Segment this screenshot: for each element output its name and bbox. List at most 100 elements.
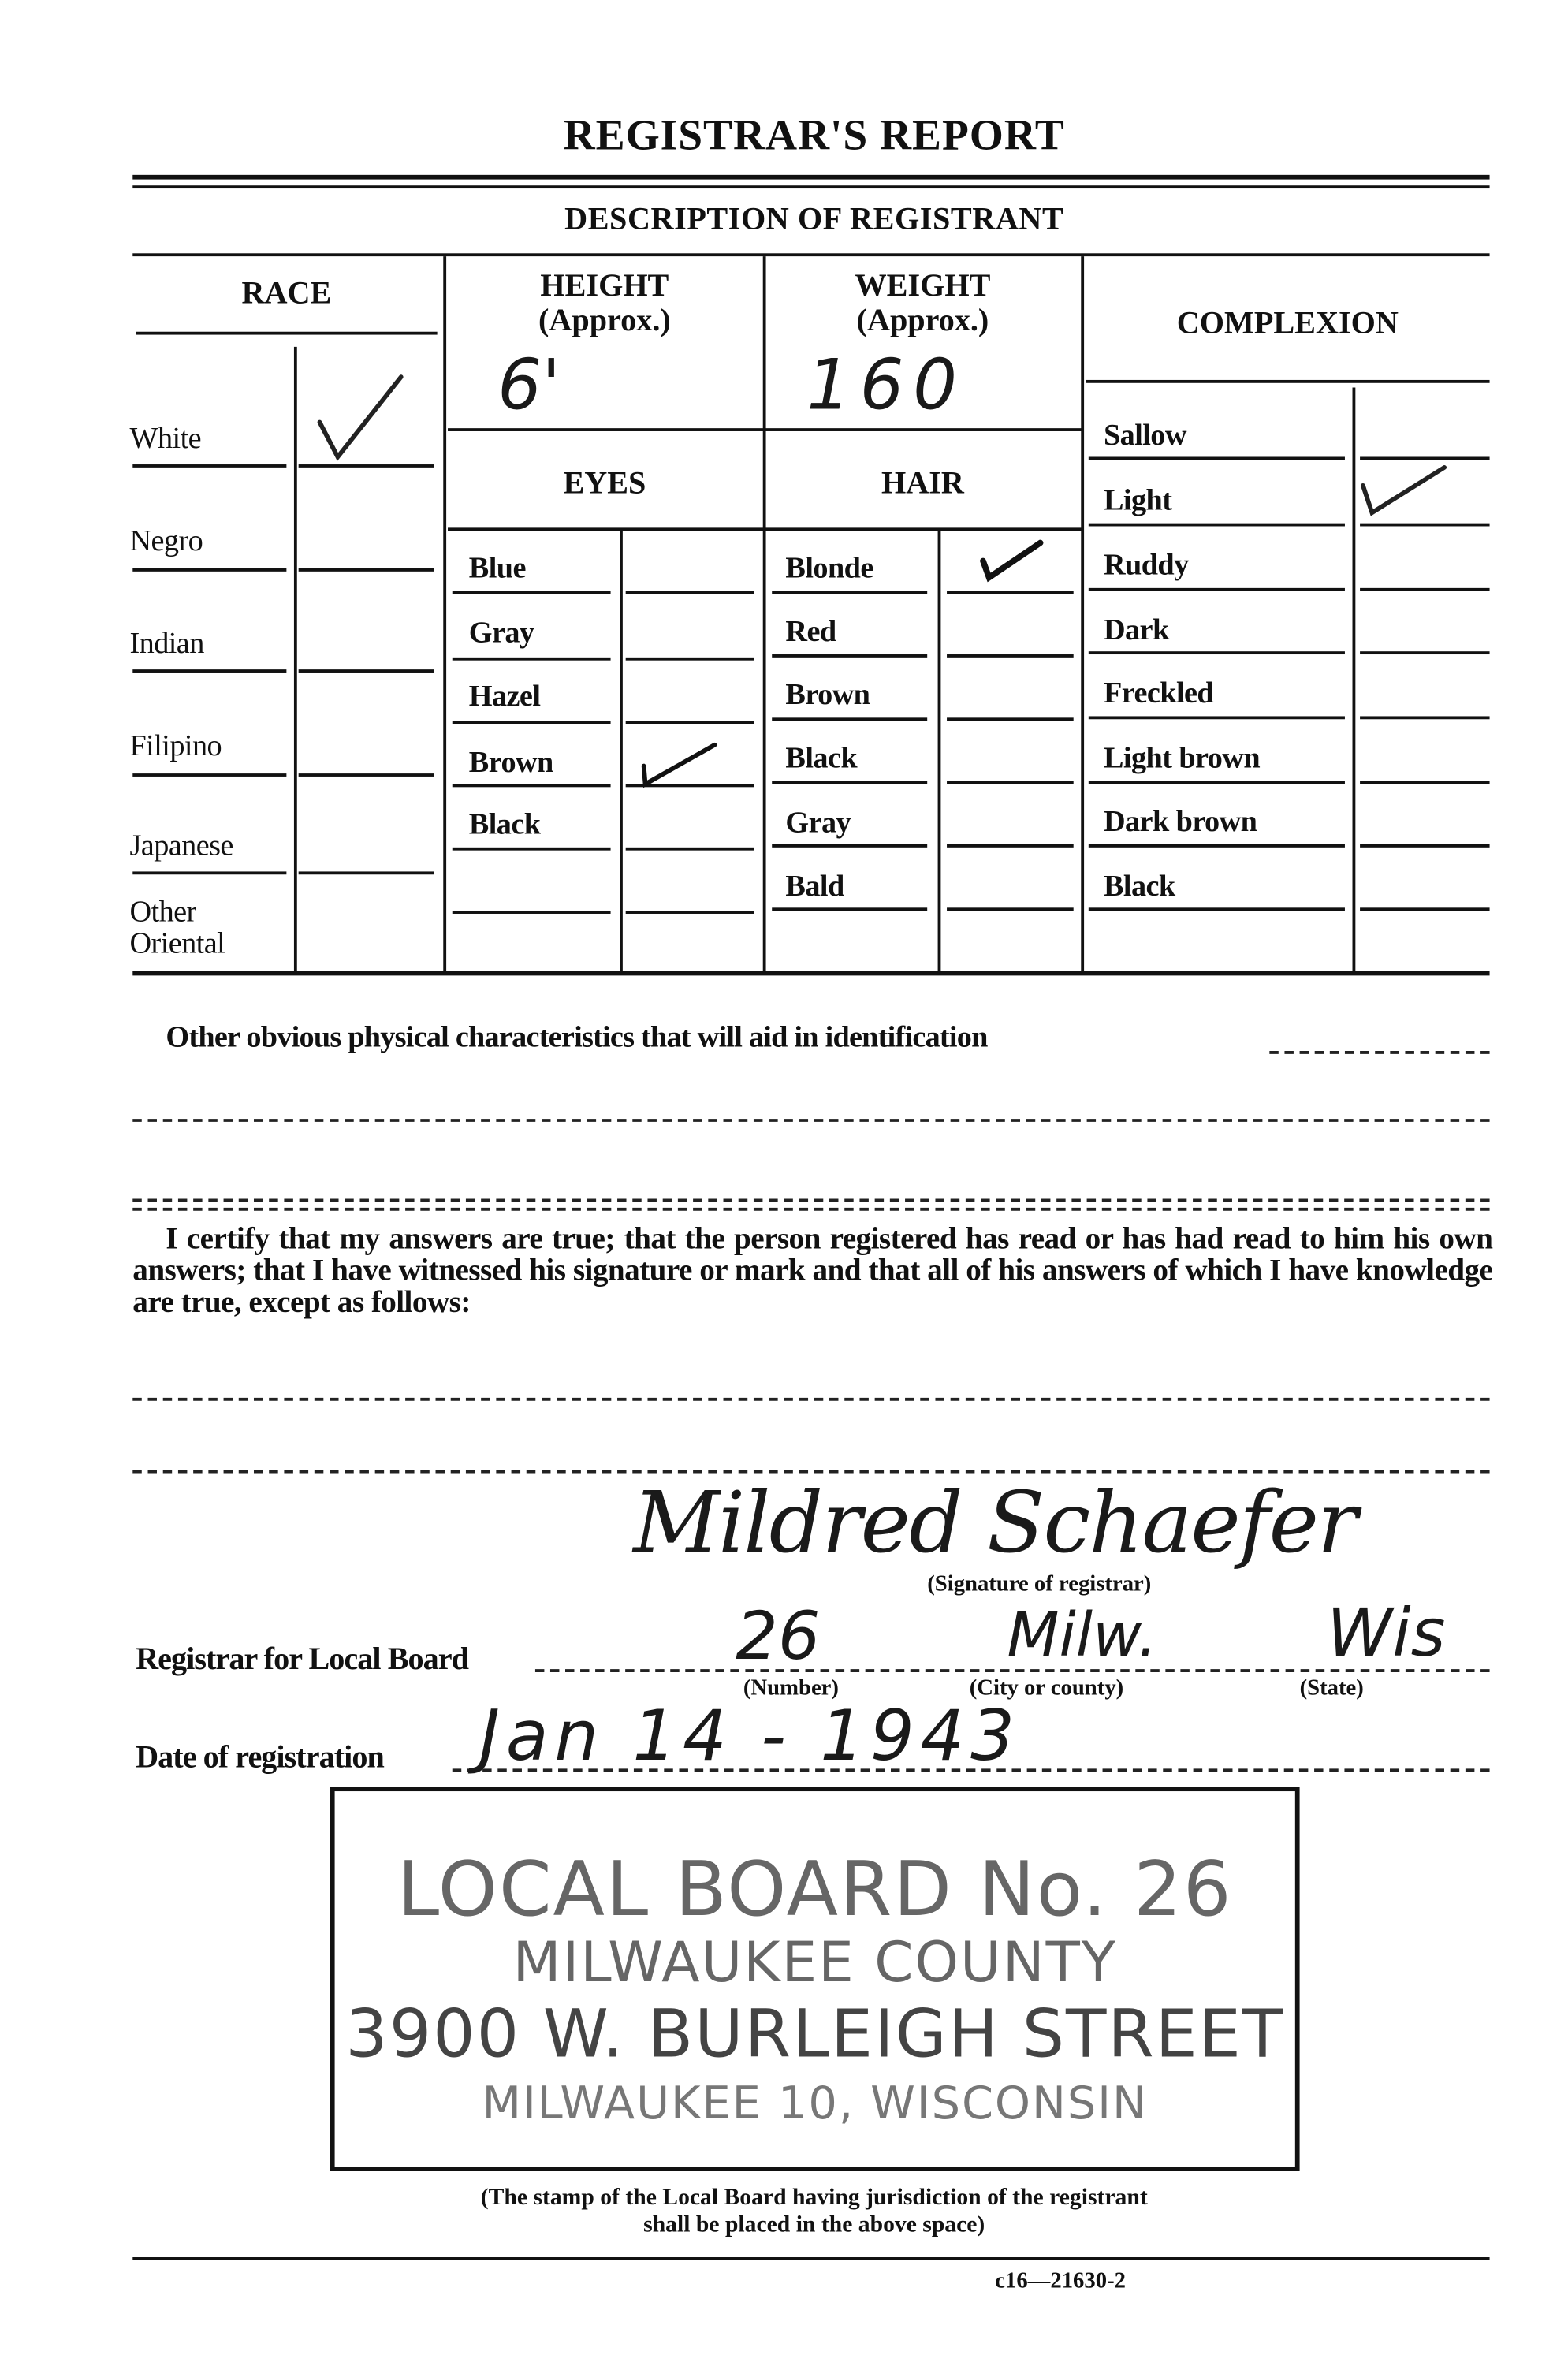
eyes-row-rule xyxy=(452,911,611,914)
column-divider xyxy=(1081,256,1085,973)
complexion-check-divider xyxy=(1352,387,1356,973)
stamp-caption-line: shall be placed in the above space) xyxy=(643,2211,985,2238)
complexion-option-sallow: Sallow xyxy=(1103,419,1187,453)
stamp-line: LOCAL BOARD No. 26 xyxy=(397,1845,1233,1933)
weight-value[interactable]: 160 xyxy=(806,344,966,426)
eyes-check-box[interactable] xyxy=(625,911,754,914)
race-row-rule xyxy=(132,568,287,572)
height-value[interactable]: 6' xyxy=(497,344,561,426)
hair-check-box[interactable] xyxy=(947,717,1074,721)
race-option-white: White xyxy=(129,422,202,456)
race-header-rule xyxy=(136,331,438,335)
title-rule xyxy=(132,185,1490,189)
complexion-check-box[interactable] xyxy=(1360,523,1490,527)
complexion-check-box[interactable] xyxy=(1360,456,1490,460)
race-option-other-oriental: Other Oriental xyxy=(129,896,225,961)
complexion-option-light: Light xyxy=(1103,483,1172,517)
state-caption: (State) xyxy=(1299,1676,1364,1701)
eyes-option-hazel: Hazel xyxy=(468,680,541,714)
local-board-label: Registrar for Local Board xyxy=(136,1640,469,1677)
local-board-field[interactable] xyxy=(534,1669,1490,1672)
form-number: c16—21630-2 xyxy=(995,2269,1126,2293)
eyes-check-box[interactable] xyxy=(625,784,754,788)
eyes-row-rule xyxy=(452,591,611,594)
date-label: Date of registration xyxy=(136,1738,385,1775)
complexion-check-box[interactable] xyxy=(1360,907,1490,911)
complexion-check-box[interactable] xyxy=(1360,781,1490,784)
race-option-negro: Negro xyxy=(129,524,203,558)
complexion-row-rule xyxy=(1088,907,1345,911)
race-row-rule xyxy=(132,773,287,777)
complexion-header: COMPLEXION xyxy=(1176,304,1399,341)
certification-text: I certify that my answers are true; that… xyxy=(132,1223,1493,1320)
number-caption: (Number) xyxy=(743,1676,839,1701)
column-divider xyxy=(762,256,766,973)
complexion-option-black: Black xyxy=(1103,870,1175,904)
race-check-box[interactable] xyxy=(298,568,434,572)
hair-row-rule xyxy=(772,844,928,848)
complexion-row-rule xyxy=(1088,716,1345,720)
local-board-state[interactable]: Wis xyxy=(1327,1595,1446,1672)
hair-option-brown: Brown xyxy=(785,678,870,712)
hair-row-rule xyxy=(772,781,928,784)
exceptions-field[interactable] xyxy=(132,1470,1490,1474)
other-characteristics-field[interactable] xyxy=(132,1198,1490,1202)
hair-check-box[interactable] xyxy=(947,591,1074,594)
eyes-option-gray: Gray xyxy=(468,617,534,650)
local-board-city[interactable]: Milw. xyxy=(1007,1601,1158,1671)
race-row-rule xyxy=(132,871,287,875)
race-check-box[interactable] xyxy=(298,871,434,875)
hair-check-divider xyxy=(937,531,941,973)
hair-check-box[interactable] xyxy=(947,781,1074,784)
complexion-option-dark-brown: Dark brown xyxy=(1103,805,1257,839)
date-value[interactable]: Jan 14 - 1943 xyxy=(479,1694,1021,1776)
exceptions-field[interactable] xyxy=(132,1397,1490,1401)
height-subheader: (Approx.) xyxy=(538,301,671,338)
complexion-option-light-brown: Light brown xyxy=(1103,741,1261,776)
hair-option-blonde: Blonde xyxy=(785,551,873,586)
race-check-box[interactable] xyxy=(298,669,434,673)
hair-check-box[interactable] xyxy=(947,654,1074,658)
race-option-japanese: Japanese xyxy=(129,829,233,863)
bottom-rule xyxy=(132,2257,1490,2260)
city-caption: (City or county) xyxy=(969,1676,1124,1701)
date-field[interactable] xyxy=(452,1768,1490,1772)
height-weight-rule xyxy=(448,428,1083,431)
race-option-indian: Indian xyxy=(129,627,204,661)
race-check-box[interactable] xyxy=(298,773,434,777)
weight-header: WEIGHT xyxy=(855,266,991,304)
column-divider xyxy=(443,256,447,973)
other-characteristics-field[interactable] xyxy=(132,1119,1490,1122)
eyes-check-box[interactable] xyxy=(625,591,754,594)
section-title: DESCRIPTION OF REGISTRANT xyxy=(564,200,1064,237)
other-characteristics-field[interactable] xyxy=(1269,1051,1490,1054)
signature-caption: (Signature of registrar) xyxy=(927,1572,1152,1597)
hair-check-box[interactable] xyxy=(947,907,1074,911)
hair-option-bald: Bald xyxy=(785,870,844,904)
local-board-number[interactable]: 26 xyxy=(736,1598,821,1675)
hair-row-rule xyxy=(772,591,928,594)
eyes-brown-checkmark xyxy=(641,742,717,788)
complexion-check-box[interactable] xyxy=(1360,587,1490,591)
complexion-check-box[interactable] xyxy=(1360,716,1490,720)
complexion-option-dark: Dark xyxy=(1103,613,1169,647)
eyes-check-box[interactable] xyxy=(625,847,754,851)
race-header: RACE xyxy=(241,274,332,311)
eyes-check-box[interactable] xyxy=(625,657,754,661)
hair-row-rule xyxy=(772,654,928,658)
eyes-option-black: Black xyxy=(468,808,541,842)
race-row-rule xyxy=(132,464,287,468)
eyes-row-rule xyxy=(452,657,611,661)
registrar-signature[interactable]: Mildred Schaefer xyxy=(633,1474,1358,1573)
complexion-row-rule xyxy=(1088,651,1345,655)
hair-check-box[interactable] xyxy=(947,844,1074,848)
complexion-row-rule xyxy=(1088,523,1345,527)
race-option-filipino: Filipino xyxy=(129,729,222,763)
eyes-check-box[interactable] xyxy=(625,721,754,724)
race-check-box[interactable] xyxy=(298,464,434,468)
stamp-line: MILWAUKEE 10, WISCONSIN xyxy=(482,2077,1148,2131)
complexion-check-box[interactable] xyxy=(1360,651,1490,655)
eyes-row-rule xyxy=(452,721,611,724)
eyes-row-rule xyxy=(452,847,611,851)
complexion-check-box[interactable] xyxy=(1360,844,1490,848)
